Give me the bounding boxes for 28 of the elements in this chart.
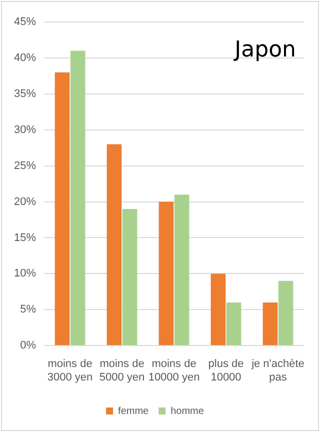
- bar: [122, 208, 138, 346]
- x-tick-label: moins de 3000 yen: [47, 358, 93, 384]
- legend-label: homme: [170, 406, 204, 417]
- bar: [278, 280, 294, 346]
- x-tick-label: moins de 10000 yen: [148, 358, 200, 384]
- x-tick-label: je n'achète pas: [250, 358, 304, 384]
- bar: [106, 144, 122, 346]
- bar: [262, 302, 278, 346]
- bar: [226, 302, 242, 346]
- y-tick-label: 20%: [14, 196, 36, 208]
- y-tick-label: 5%: [20, 304, 36, 316]
- y-tick-label: 40%: [14, 52, 36, 64]
- y-tick-label: 35%: [14, 88, 36, 100]
- y-tick-label: 15%: [14, 232, 36, 244]
- x-tick-label: plus de 10000: [208, 358, 244, 384]
- text: Japon: [232, 38, 296, 63]
- y-tick-label: 0%: [20, 340, 36, 352]
- y-tick-label: 45%: [14, 16, 36, 28]
- bar: [70, 50, 86, 346]
- bar: [210, 274, 226, 346]
- bar: [158, 202, 174, 346]
- bar: [174, 194, 190, 346]
- bar: [54, 72, 70, 346]
- y-tick-label: 10%: [14, 268, 36, 280]
- y-tick-label: 30%: [14, 124, 36, 136]
- legend-label: femme: [118, 406, 150, 417]
- x-tick-label: moins de 5000 yen: [99, 358, 145, 384]
- y-tick-label: 25%: [14, 160, 36, 172]
